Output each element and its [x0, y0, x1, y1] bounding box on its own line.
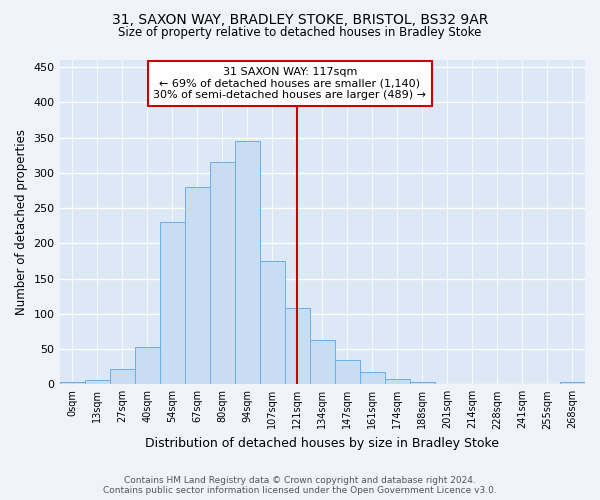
- Bar: [209, 162, 235, 384]
- X-axis label: Distribution of detached houses by size in Bradley Stoke: Distribution of detached houses by size …: [145, 437, 499, 450]
- Bar: [410, 382, 435, 384]
- Bar: [235, 141, 260, 384]
- Text: 31, SAXON WAY, BRADLEY STOKE, BRISTOL, BS32 9AR: 31, SAXON WAY, BRADLEY STOKE, BRISTOL, B…: [112, 12, 488, 26]
- Bar: [59, 382, 85, 384]
- Bar: [335, 360, 360, 384]
- Bar: [134, 347, 160, 385]
- Bar: [285, 308, 310, 384]
- Bar: [310, 340, 335, 384]
- Bar: [560, 382, 585, 384]
- Bar: [360, 372, 385, 384]
- Text: Contains HM Land Registry data © Crown copyright and database right 2024.
Contai: Contains HM Land Registry data © Crown c…: [103, 476, 497, 495]
- Bar: [385, 380, 410, 384]
- Bar: [260, 261, 285, 384]
- Y-axis label: Number of detached properties: Number of detached properties: [15, 129, 28, 315]
- Bar: [110, 369, 134, 384]
- Bar: [185, 187, 209, 384]
- Bar: [85, 380, 110, 384]
- Text: Size of property relative to detached houses in Bradley Stoke: Size of property relative to detached ho…: [118, 26, 482, 39]
- Bar: [160, 222, 185, 384]
- Text: 31 SAXON WAY: 117sqm
← 69% of detached houses are smaller (1,140)
30% of semi-de: 31 SAXON WAY: 117sqm ← 69% of detached h…: [153, 67, 426, 100]
